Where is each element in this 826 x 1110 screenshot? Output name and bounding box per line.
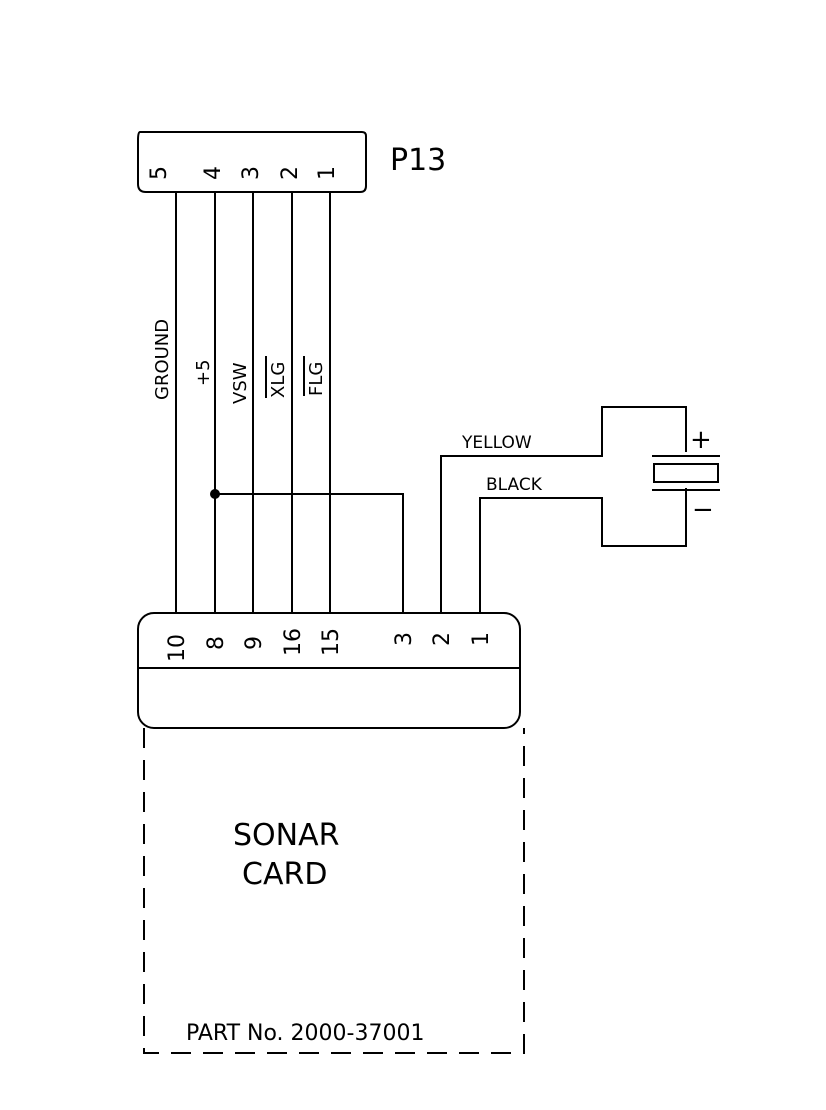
card-pin-2: 2	[430, 632, 455, 646]
connector-pin-5: 5	[147, 166, 172, 180]
transducer-plus-label: +	[690, 425, 712, 455]
card-connector: 10 8 9 16 15 3 2 1	[137, 612, 521, 729]
sonar-card: SONAR CARD PART No. 2000-37001	[143, 728, 525, 1054]
signal-label-xlg: XLG	[268, 362, 289, 398]
card-pin-16: 16	[281, 628, 306, 656]
sonar-card-title-line1: SONAR	[233, 818, 339, 853]
card-pin-9: 9	[242, 636, 267, 650]
connector-label: P13	[390, 143, 446, 178]
signal-wires	[175, 192, 404, 613]
card-pin-1: 1	[469, 632, 494, 646]
card-pin-3: 3	[392, 632, 417, 646]
transducer-symbol: + −	[652, 425, 720, 525]
wire-black	[479, 488, 687, 613]
transducer-minus-label: −	[692, 495, 714, 525]
connector-p13: P13 5 4 3 2 1	[137, 131, 446, 193]
card-pin-10: 10	[165, 634, 190, 662]
wire-yellow	[440, 406, 687, 613]
card-connector-body	[137, 612, 521, 729]
label-black: BLACK	[486, 475, 543, 495]
connector-pin-2: 2	[278, 166, 303, 180]
label-yellow: YELLOW	[461, 433, 532, 453]
connector-pin-1: 1	[315, 166, 340, 180]
signal-label-plus5: +5	[193, 359, 214, 386]
card-pin-8: 8	[204, 636, 229, 650]
junction-dot	[210, 489, 220, 499]
signal-labels: GROUND +5 VSW XLG FLG	[152, 319, 327, 404]
sonar-card-title-line2: CARD	[242, 857, 327, 892]
signal-label-flg: FLG	[306, 362, 327, 396]
connector-pin-3: 3	[239, 166, 264, 180]
card-pin-15: 15	[319, 628, 344, 656]
sonar-card-outline	[143, 728, 525, 1054]
transducer-element	[653, 463, 719, 483]
signal-label-ground: GROUND	[152, 319, 173, 400]
sonar-card-part-number: PART No. 2000-37001	[186, 1021, 424, 1046]
signal-label-vsw: VSW	[230, 362, 251, 404]
transducer-wires: YELLOW BLACK	[440, 406, 687, 613]
wire-plus5-branch	[215, 493, 404, 613]
connector-pin-4: 4	[201, 166, 226, 180]
